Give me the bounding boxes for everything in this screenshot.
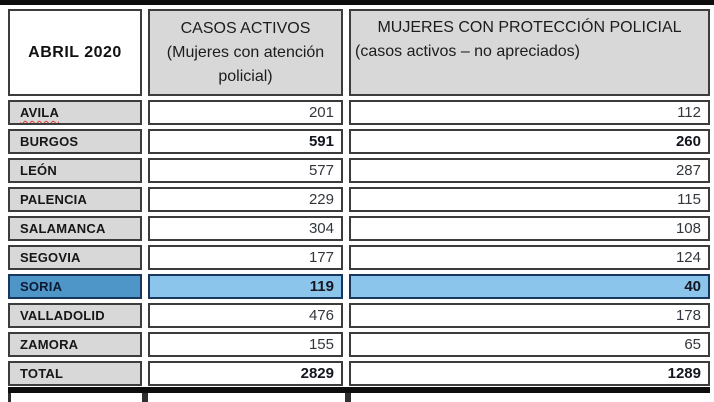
casos-activos-cell: 577 [148, 158, 343, 183]
proteccion-subtitle: (casos activos – no apreciados) [355, 43, 580, 60]
province-cell: PALENCIA [8, 187, 142, 212]
proteccion-cell: 178 [349, 303, 710, 328]
cutoff-border-stub [345, 393, 351, 402]
proteccion-title: MUJERES CON PROTECCIÓN POLICIAL [377, 19, 682, 36]
table-row-avila: AVILA 201 112 [8, 100, 710, 125]
province-cell: VALLADOLID [8, 303, 142, 328]
casos-activos-title: CASOS ACTIVOS [180, 19, 311, 37]
proteccion-cell: 108 [349, 216, 710, 241]
table-row-total: TOTAL 2829 1289 [8, 361, 710, 386]
casos-activos-subtitle: (Mujeres con atención policial) [166, 43, 325, 85]
province-cell: SALAMANCA [8, 216, 142, 241]
proteccion-total-cell: 1289 [349, 361, 710, 386]
table-row-soria-highlighted: SORIA 119 40 [8, 274, 710, 299]
casos-activos-total-cell: 2829 [148, 361, 343, 386]
casos-activos-cell: 177 [148, 245, 343, 270]
province-cell: SORIA [8, 274, 142, 299]
proteccion-cell: 287 [349, 158, 710, 183]
province-cell: SEGOVIA [8, 245, 142, 270]
province-cell: AVILA [8, 100, 142, 125]
total-label-cell: TOTAL [8, 361, 142, 386]
casos-activos-header-cell: CASOS ACTIVOS (Mujeres con atención poli… [148, 9, 343, 96]
bottom-frame-rule [8, 387, 710, 393]
province-cell: LEÓN [8, 158, 142, 183]
cutoff-border-stub [8, 393, 11, 402]
proteccion-header-cell: MUJERES CON PROTECCIÓN POLICIAL (casos a… [349, 9, 710, 96]
proteccion-cell: 40 [349, 274, 710, 299]
top-frame-rule [0, 0, 714, 5]
table-row-leon: LEÓN 577 287 [8, 158, 710, 183]
casos-activos-cell: 304 [148, 216, 343, 241]
casos-activos-cell: 476 [148, 303, 343, 328]
table-row-segovia: SEGOVIA 177 124 [8, 245, 710, 270]
proteccion-cell: 260 [349, 129, 710, 154]
table-row-burgos: BURGOS 591 260 [8, 129, 710, 154]
casos-activos-cell: 119 [148, 274, 343, 299]
proteccion-cell: 65 [349, 332, 710, 357]
casos-activos-cell: 229 [148, 187, 343, 212]
table-row-palencia: PALENCIA 229 115 [8, 187, 710, 212]
casos-activos-cell: 201 [148, 100, 343, 125]
province-cell: ZAMORA [8, 332, 142, 357]
province-label: AVILA [20, 105, 60, 120]
proteccion-cell: 112 [349, 100, 710, 125]
cutoff-border-stub [142, 393, 148, 402]
statistics-table: ABRIL 2020 CASOS ACTIVOS (Mujeres con at… [2, 5, 714, 390]
proteccion-cell: 115 [349, 187, 710, 212]
casos-activos-cell: 591 [148, 129, 343, 154]
proteccion-cell: 124 [349, 245, 710, 270]
month-header-cell: ABRIL 2020 [8, 9, 142, 96]
table-row-valladolid: VALLADOLID 476 178 [8, 303, 710, 328]
month-label: ABRIL 2020 [28, 43, 122, 61]
casos-activos-cell: 155 [148, 332, 343, 357]
table-header-row: ABRIL 2020 CASOS ACTIVOS (Mujeres con at… [8, 9, 710, 96]
table-row-salamanca: SALAMANCA 304 108 [8, 216, 710, 241]
table-row-zamora: ZAMORA 155 65 [8, 332, 710, 357]
province-cell: BURGOS [8, 129, 142, 154]
